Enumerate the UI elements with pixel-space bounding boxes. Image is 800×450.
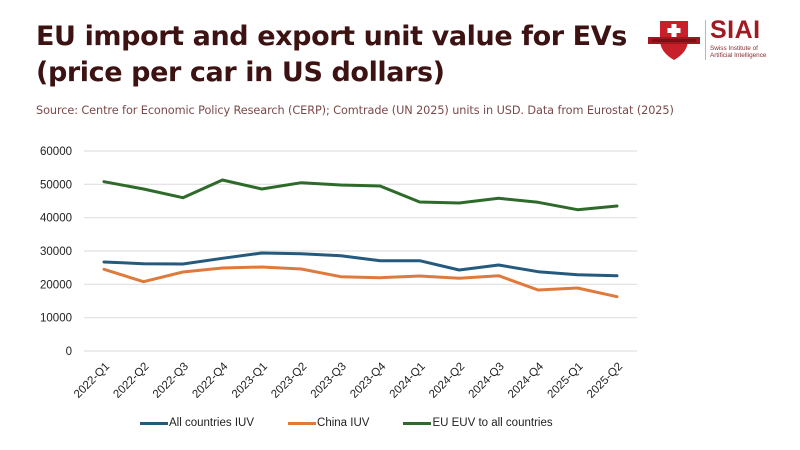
logo-subtitle-line-2: Artificial Intelligence: [710, 52, 767, 59]
legend-item-eu-euv: EU EUV to all countries: [403, 417, 553, 429]
x-tick-label: 2025-Q2: [585, 361, 625, 401]
legend-swatch: [288, 421, 317, 425]
gridlines: [84, 150, 637, 352]
series-lines: [102, 178, 619, 299]
logo-subtitle: Swiss Institute of Artificial Intelligen…: [710, 45, 766, 59]
legend-label: EU EUV to all countries: [432, 417, 553, 429]
x-tick-label: 2022-Q1: [72, 361, 112, 401]
legend-swatch: [140, 421, 168, 425]
x-tick-label: 2025-Q1: [546, 361, 586, 401]
legend-item-all-countries: All countries IUV: [140, 417, 254, 429]
series-line-eu-euv-to-all-countries: [102, 178, 619, 212]
chart-title: EU import and export unit value for EVs …: [36, 19, 636, 91]
y-tick-label: 30000: [40, 246, 72, 258]
y-tick-label: 50000: [40, 179, 72, 191]
y-tick-label: 40000: [40, 213, 72, 225]
x-tick-label: 2024-Q3: [467, 361, 507, 401]
y-tick-label: 20000: [40, 279, 72, 291]
y-tick-label: 0: [66, 346, 72, 358]
x-tick-label: 2024-Q2: [427, 361, 467, 401]
x-tick-label: 2023-Q2: [269, 361, 309, 401]
y-axis: 0 10000 20000 30000 40000 50000 60000: [40, 146, 72, 358]
legend: All countries IUV China IUV EU EUV to al…: [140, 417, 587, 429]
x-tick-label: 2024-Q4: [506, 360, 547, 401]
x-tick-label: 2023-Q3: [309, 361, 349, 401]
y-tick-label: 10000: [40, 313, 72, 325]
x-tick-label: 2023-Q4: [348, 360, 389, 401]
title-line-2: (price per car in US dollars): [36, 57, 445, 88]
y-tick-label: 60000: [40, 146, 72, 158]
legend-swatch: [403, 421, 432, 425]
x-tick-label: 2024-Q1: [388, 361, 428, 401]
x-tick-label: 2022-Q4: [190, 360, 231, 401]
title-line-1: EU import and export unit value for EVs: [36, 21, 627, 52]
siai-logo: SIAI Swiss Institute of Artificial Intel…: [648, 16, 778, 62]
x-tick-label: 2023-Q1: [230, 361, 270, 401]
source-note: Source: Centre for Economic Policy Resea…: [36, 104, 674, 117]
x-tick-label: 2022-Q2: [111, 361, 151, 401]
logo-subtitle-line-1: Swiss Institute of: [710, 45, 758, 52]
logo-divider: [705, 20, 706, 60]
shield-cross-icon: [648, 21, 700, 60]
legend-label: All countries IUV: [169, 417, 255, 429]
logo-wordmark: SIAI: [710, 16, 761, 44]
legend-label: China IUV: [317, 417, 370, 429]
legend-item-china: China IUV: [288, 417, 369, 429]
series-line-all-countries-iuv: [102, 251, 619, 278]
series-line-china-iuv: [102, 265, 619, 299]
x-axis: 2022-Q1 2022-Q2 2022-Q3 2022-Q4 2023-Q1 2023-…: [72, 360, 625, 401]
x-tick-label: 2022-Q3: [151, 361, 191, 401]
